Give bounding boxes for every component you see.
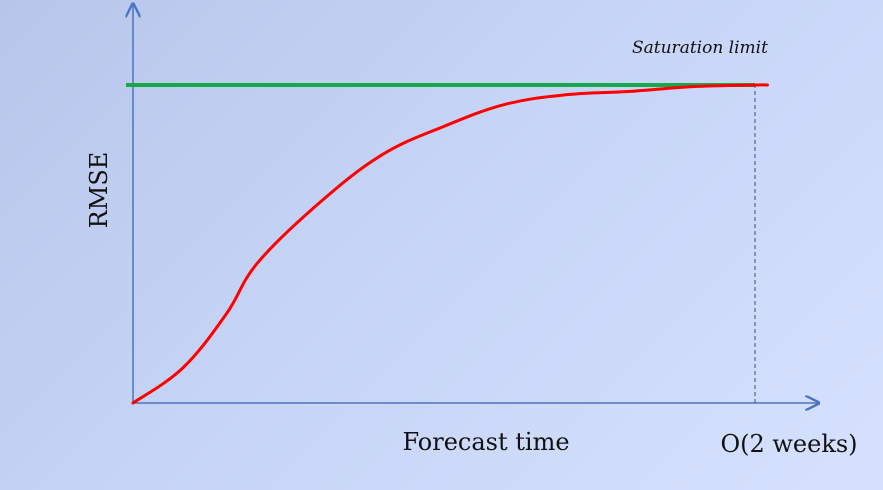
axes-group [133,6,817,404]
saturation-limit-label: Saturation limit [632,38,768,58]
reference-group: Saturation limit [126,38,768,87]
labels-group: RMSE Forecast time O(2 weeks) [85,152,858,458]
x-tick-label: O(2 weeks) [720,430,857,458]
x-axis-label: Forecast time [402,428,569,456]
y-axis-label: RMSE [85,152,113,229]
rmse-curve [131,83,769,405]
